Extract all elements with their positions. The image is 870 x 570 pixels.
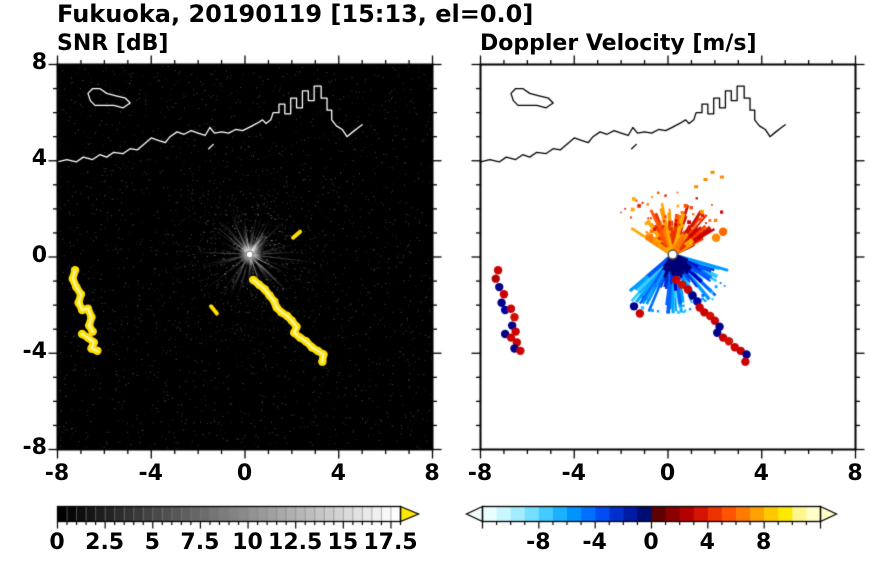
x-tick-label: 4 [330,461,346,486]
doppler-colorbar-tick-label: -4 [582,530,607,555]
doppler-colorbar-tick-label: 4 [699,530,715,555]
snr-colorbar-tick-label: 17.5 [363,530,418,555]
x-tick-label: 4 [753,461,769,486]
doppler-colorbar-tick-label: -8 [526,530,551,555]
x-tick-label: 0 [236,461,253,486]
snr-colorbar-tick-label: 15 [327,530,359,555]
snr-colorbar-tick-label: 5 [144,530,160,555]
figure-title: Fukuoka, 20190119 [15:13, el=0.0] [57,0,534,28]
snr-colorbar-tick-label: 2.5 [85,530,125,555]
snr-colorbar-tick-label: 10 [232,530,263,555]
x-tick-label: 0 [659,461,676,486]
snr-colorbar-tick-label: 0 [49,530,65,555]
x-tick-label: 8 [424,461,440,486]
x-tick-label: -8 [44,461,70,486]
doppler-colorbar-tick-label: 8 [756,530,772,555]
doppler-colorbar-tick-label: 0 [643,530,659,555]
snr-colorbar-tick-label: 7.5 [180,530,220,555]
y-tick-label: 0 [31,242,47,268]
snr-colorbar-tick-label: 12.5 [268,530,323,555]
x-tick-label: -4 [138,461,163,486]
panel-title-doppler: Doppler Velocity [m/s] [480,31,757,56]
x-tick-label: -8 [467,461,493,486]
x-tick-label: -4 [561,461,586,486]
y-tick-label: -8 [22,435,47,460]
y-tick-label: -4 [22,338,47,364]
x-tick-label: 8 [847,461,863,486]
y-tick-label: 4 [31,146,47,172]
y-tick-label: 8 [31,50,47,75]
panel-title-snr: SNR [dB] [57,31,169,56]
